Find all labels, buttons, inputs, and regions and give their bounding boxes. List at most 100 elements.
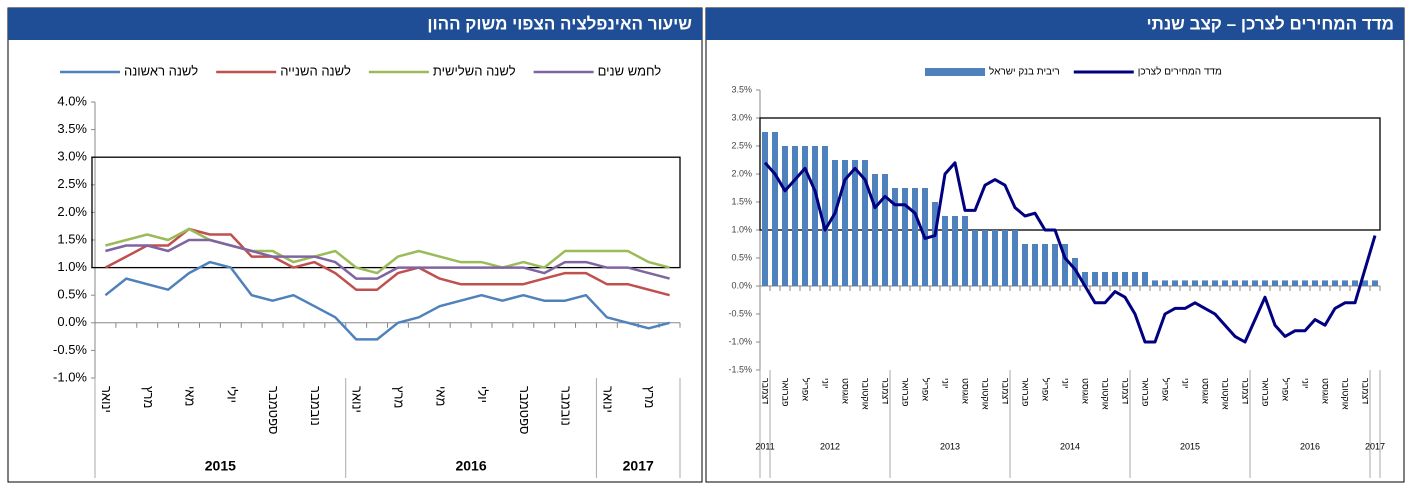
bar xyxy=(1022,244,1028,286)
bar xyxy=(1372,280,1378,286)
x-tick-label: יוני xyxy=(821,378,831,389)
bar xyxy=(1182,280,1188,286)
y-tick-label: -1.0% xyxy=(53,369,87,384)
bar xyxy=(1332,280,1338,286)
y-tick-label: -0.5% xyxy=(728,308,752,318)
group-label: 2016 xyxy=(1300,441,1320,451)
y-tick-label: 2.0% xyxy=(731,168,752,178)
x-tick-label: אפריל xyxy=(801,378,811,401)
bar xyxy=(1142,272,1148,286)
y-tick-label: 4.0% xyxy=(57,93,87,108)
x-tick-label: מאי xyxy=(183,386,198,406)
panel-title: מדד המחירים לצרכן – קצב שנתי xyxy=(1147,14,1395,33)
x-tick-label: אפריל xyxy=(921,378,931,401)
bar xyxy=(1092,272,1098,286)
x-tick-label: מאי xyxy=(433,386,448,406)
x-tick-label: דצמבר xyxy=(1121,378,1131,404)
line-series xyxy=(105,238,670,280)
x-tick-label: יולי xyxy=(224,386,239,403)
bar xyxy=(822,146,828,286)
x-tick-label: אוקטובר xyxy=(981,378,991,410)
x-tick-label: אפריל xyxy=(1281,378,1291,401)
y-tick-label: 1.5% xyxy=(57,231,87,246)
x-tick-label: דצמבר xyxy=(1001,378,1011,404)
bar xyxy=(882,174,888,286)
y-tick-label: 0.0% xyxy=(57,314,87,329)
x-tick-label: אפריל xyxy=(1161,378,1171,401)
bar xyxy=(1202,280,1208,286)
target-band xyxy=(759,117,1381,231)
legend-label: לחמש שנים xyxy=(598,63,662,78)
bar xyxy=(1172,280,1178,286)
legend-label: לשנה ראשונה xyxy=(124,63,198,78)
x-tick-label: מרץ xyxy=(141,386,156,408)
y-tick-label: 3.5% xyxy=(57,121,87,136)
group-label: 2015 xyxy=(205,458,236,474)
x-tick-label: יולי xyxy=(475,386,490,403)
x-tick-label: פברואר xyxy=(1141,378,1151,406)
bar xyxy=(1212,280,1218,286)
line-series xyxy=(105,227,670,275)
bar xyxy=(1242,280,1248,286)
bar xyxy=(972,230,978,286)
bar xyxy=(762,132,768,286)
x-tick-label: אפריל xyxy=(1041,378,1051,401)
line-series xyxy=(104,227,670,297)
legend-swatch xyxy=(925,68,985,76)
x-tick-label: יוני xyxy=(1061,378,1071,389)
legend-label: מדד המחירים לצרכן xyxy=(1138,66,1222,78)
bar xyxy=(852,160,858,286)
bar xyxy=(1032,244,1038,286)
bar xyxy=(1252,280,1258,286)
line-series xyxy=(763,161,1377,344)
bar xyxy=(872,174,878,286)
bar xyxy=(952,216,958,286)
x-tick-label: דצמבר xyxy=(761,378,771,404)
bar xyxy=(1152,280,1158,286)
bar xyxy=(1102,272,1108,286)
y-tick-label: 1.0% xyxy=(731,224,752,234)
bar xyxy=(942,216,948,286)
x-tick-label: ינואר xyxy=(350,386,365,413)
y-tick-label: 0.5% xyxy=(731,252,752,262)
bar xyxy=(772,132,778,286)
group-label: 2015 xyxy=(1180,441,1200,451)
bar xyxy=(1192,280,1198,286)
bar xyxy=(1062,244,1068,286)
legend-label: לשנה השלישית xyxy=(433,63,516,78)
bar xyxy=(1342,280,1348,286)
y-tick-label: 1.5% xyxy=(731,196,752,206)
x-tick-label: אוגוסט xyxy=(961,378,971,404)
x-tick-label: נובמבר xyxy=(559,386,574,426)
bar xyxy=(1012,230,1018,286)
x-tick-label: פברואר xyxy=(1021,378,1031,406)
bar xyxy=(892,188,898,286)
bar xyxy=(932,202,938,286)
y-tick-label: 0.0% xyxy=(731,280,752,290)
x-tick-label: אוגוסט xyxy=(841,378,851,404)
group-label: 2016 xyxy=(455,458,486,474)
x-tick-label: אוגוסט xyxy=(1081,378,1091,404)
x-tick-label: יוני xyxy=(941,378,951,389)
y-tick-label: 3.0% xyxy=(731,112,752,122)
bar xyxy=(962,216,968,286)
panel-header xyxy=(8,8,702,40)
bar xyxy=(862,160,868,286)
x-tick-label: מרץ xyxy=(642,386,657,408)
x-tick-label: פברואר xyxy=(901,378,911,406)
bar xyxy=(842,160,848,286)
bar xyxy=(1352,280,1358,286)
group-label: 2017 xyxy=(1365,441,1385,451)
x-tick-label: נובמבר xyxy=(308,386,323,426)
bar xyxy=(1362,280,1368,286)
legend-label: לשנה השנייה xyxy=(280,63,351,78)
bar xyxy=(1002,230,1008,286)
bar xyxy=(1312,280,1318,286)
x-tick-label: ינואר xyxy=(99,386,114,413)
y-tick-label: 2.5% xyxy=(57,176,87,191)
group-label: 2017 xyxy=(623,458,654,474)
group-label: 2012 xyxy=(820,441,840,451)
y-tick-label: -1.5% xyxy=(728,364,752,374)
bar xyxy=(812,146,818,286)
